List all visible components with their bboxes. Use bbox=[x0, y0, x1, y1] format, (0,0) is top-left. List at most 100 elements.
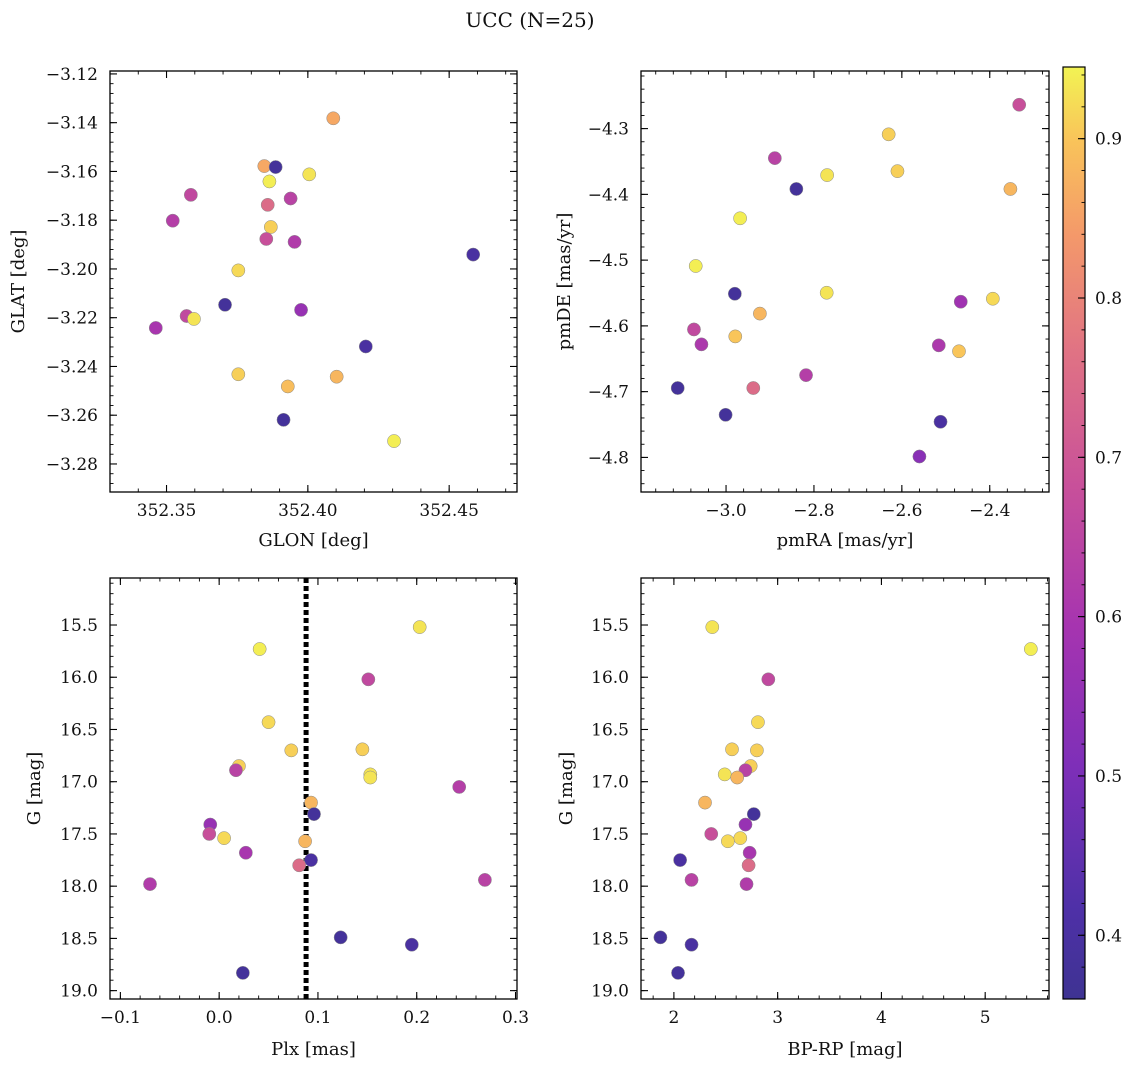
scatter-point bbox=[705, 620, 720, 634]
y-tick-label: 18.0 bbox=[60, 877, 98, 897]
scatter-point bbox=[751, 715, 765, 730]
y-tick-label: −4.3 bbox=[588, 120, 629, 140]
scatter-point bbox=[753, 306, 767, 321]
colorbar-tick-label: 0.5 bbox=[1095, 767, 1122, 787]
axes-frame bbox=[640, 577, 1050, 1000]
scatter-point bbox=[746, 807, 761, 821]
scatter-point bbox=[268, 160, 283, 174]
subplot-grid: 352.35 352.40 352.45 −3.28 −3.26 −3.24 −3.22 −3… bbox=[8, 65, 1050, 1060]
scatter-point bbox=[1023, 642, 1038, 656]
scatter-point bbox=[298, 834, 312, 849]
y-tick-label: −3.18 bbox=[46, 211, 98, 231]
y-tick-label: 16.5 bbox=[591, 720, 629, 740]
colorbar-gradient bbox=[1062, 66, 1086, 1000]
x-tick-label: 5 bbox=[980, 1008, 991, 1028]
x-tick-label: 352.35 bbox=[137, 501, 196, 521]
y-axis-label: pmDE [mas/yr] bbox=[554, 213, 575, 351]
scatter-point bbox=[789, 182, 804, 196]
y-tick-label: −4.4 bbox=[588, 185, 629, 205]
y-axis-label: G [mag] bbox=[24, 752, 45, 825]
x-tick-label: 0.0 bbox=[206, 1008, 233, 1028]
scatter-point bbox=[727, 286, 742, 301]
y-tick-label: 18.0 bbox=[591, 877, 629, 897]
scatter-point bbox=[912, 449, 927, 464]
subplot-3: −0.1 0.0 0.1 0.2 0.3 15.5 16.0 16.5 17.0 17.5 18.0… bbox=[24, 577, 529, 1060]
x-tick-label: 352.45 bbox=[419, 501, 478, 521]
scatter-point bbox=[304, 795, 318, 810]
scatter-point bbox=[741, 858, 756, 873]
scatter-point bbox=[229, 763, 243, 778]
scatter-point bbox=[761, 672, 776, 687]
y-tick-label: −3.24 bbox=[46, 357, 98, 377]
scatter-point bbox=[890, 164, 905, 179]
scatter-point bbox=[294, 303, 308, 317]
x-axis-label: Plx [mas] bbox=[271, 1039, 356, 1060]
y-tick-label: −4.7 bbox=[588, 383, 629, 403]
axes-frame bbox=[640, 70, 1050, 493]
y-tick-label: 18.5 bbox=[591, 929, 629, 949]
scatter-point bbox=[280, 379, 295, 394]
x-axis-label: GLON [deg] bbox=[258, 530, 368, 551]
y-tick-label: −3.26 bbox=[46, 406, 98, 426]
x-tick-label: 2 bbox=[668, 1008, 679, 1028]
scatter-point bbox=[276, 412, 291, 427]
x-tick-label: −3.0 bbox=[705, 501, 746, 521]
scatter-point bbox=[236, 966, 250, 980]
scatter-point bbox=[767, 151, 782, 165]
subplot-1: 352.35 352.40 352.45 −3.28 −3.26 −3.24 −3.22 −3… bbox=[8, 65, 518, 551]
scatter-point bbox=[358, 339, 373, 354]
axes-frame bbox=[109, 70, 518, 493]
y-tick-label: −4.6 bbox=[588, 317, 629, 337]
scatter-point bbox=[363, 770, 378, 785]
x-tick-label: 352.40 bbox=[278, 501, 337, 521]
x-axis-label: pmRA [mas/yr] bbox=[777, 530, 914, 551]
scatter-point bbox=[387, 434, 401, 448]
scatter-point bbox=[746, 381, 761, 395]
scatter-point bbox=[361, 672, 376, 687]
scatter-point bbox=[1003, 182, 1018, 196]
y-tick-label: −3.22 bbox=[46, 309, 98, 329]
scatter-point bbox=[302, 167, 317, 182]
scatter-point bbox=[202, 827, 217, 841]
scatter-point bbox=[931, 338, 946, 353]
scatter-point bbox=[819, 285, 834, 300]
scatter-point bbox=[252, 642, 267, 656]
axes-frame bbox=[109, 577, 518, 1000]
scatter-point bbox=[333, 930, 348, 945]
y-tick-label: 19.0 bbox=[591, 982, 629, 1002]
scatter-point bbox=[478, 873, 492, 887]
scatter-point bbox=[1012, 97, 1027, 112]
scatter-point bbox=[355, 742, 370, 757]
y-tick-label: 17.0 bbox=[60, 773, 98, 793]
scatter-point bbox=[218, 297, 232, 312]
scatter-point bbox=[717, 767, 732, 782]
scatter-point bbox=[730, 770, 745, 785]
y-tick-label: −3.20 bbox=[46, 260, 98, 280]
scatter-point bbox=[673, 853, 687, 867]
scatter-point bbox=[260, 197, 275, 212]
scatter-point bbox=[148, 321, 163, 335]
scatter-point bbox=[799, 368, 813, 382]
subplot-4: 2 3 4 5 15.5 16.0 16.5 17.0 17.5 18.0 18.5 19.0 BP-R… bbox=[556, 577, 1050, 1060]
y-tick-label: −4.5 bbox=[588, 251, 629, 271]
y-tick-label: 16.0 bbox=[591, 668, 629, 688]
scatter-point bbox=[183, 187, 198, 202]
y-tick-label: 18.5 bbox=[60, 929, 98, 949]
y-tick-label: −3.12 bbox=[46, 65, 98, 85]
scatter-series bbox=[148, 111, 481, 448]
scatter-point bbox=[739, 877, 754, 891]
subplot-2: −3.0 −2.8 −2.6 −2.4 −4.8 −4.7 −4.6 −4.5 −4.4 −4.3… bbox=[554, 70, 1050, 551]
scatter-point bbox=[653, 930, 668, 945]
scatter-series bbox=[653, 620, 1038, 980]
scatter-point bbox=[307, 807, 321, 821]
y-tick-label: 16.0 bbox=[60, 668, 98, 688]
scatter-point bbox=[466, 247, 481, 262]
scatter-point bbox=[263, 220, 278, 234]
scatter-series bbox=[670, 97, 1027, 464]
x-tick-label: −2.8 bbox=[793, 501, 834, 521]
x-tick-label: 3 bbox=[772, 1008, 783, 1028]
y-axis-label: G [mag] bbox=[556, 752, 577, 825]
scatter-point bbox=[304, 853, 318, 867]
scatter-point bbox=[283, 191, 298, 206]
x-tick-label: −0.1 bbox=[100, 1008, 141, 1028]
